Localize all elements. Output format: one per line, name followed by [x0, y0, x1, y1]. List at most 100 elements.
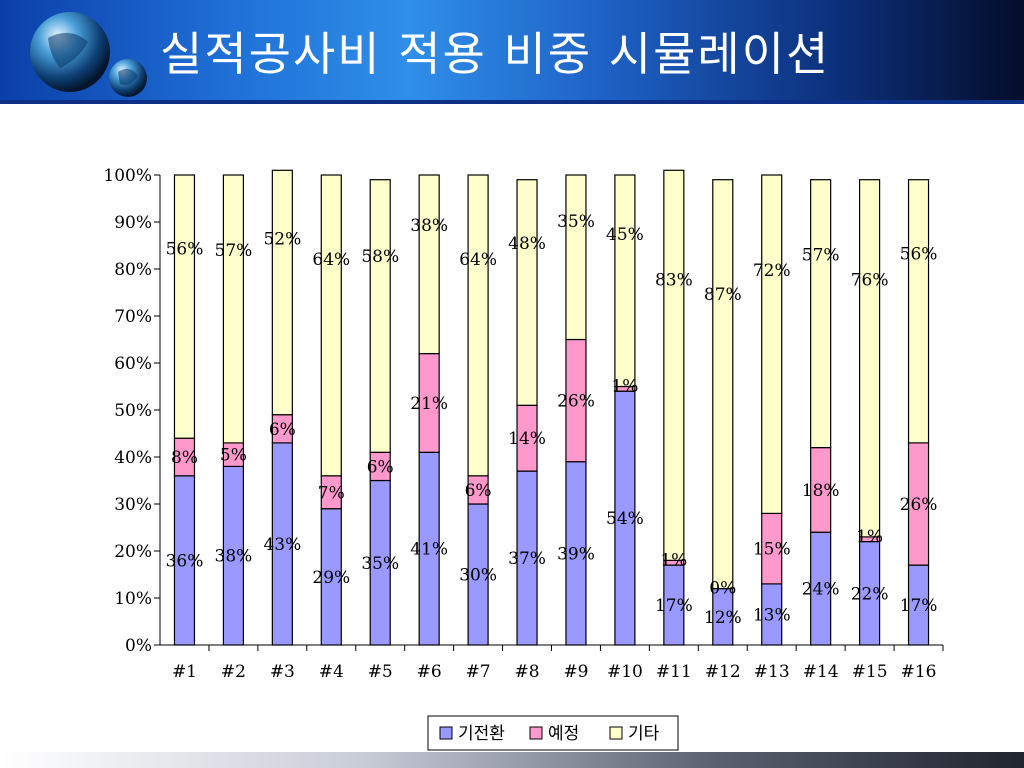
data-label: 29%	[312, 568, 350, 588]
chart-legend: 기전환 예정 기타	[427, 715, 679, 751]
data-label: 57%	[802, 246, 840, 266]
legend-box	[427, 715, 679, 751]
data-label: 1%	[856, 527, 883, 547]
x-tick-label: #9	[563, 662, 588, 682]
bar-segment	[614, 174, 636, 388]
bar-segment	[810, 179, 832, 449]
x-tick-label: #12	[705, 662, 741, 682]
data-label: 45%	[606, 225, 644, 245]
data-label: 14%	[508, 429, 546, 449]
data-label: 36%	[166, 551, 204, 571]
data-label: 26%	[557, 392, 595, 412]
data-label: 13%	[753, 605, 791, 625]
data-label: 8%	[171, 448, 198, 468]
data-label: 6%	[269, 420, 296, 440]
x-tick-label: #16	[901, 662, 937, 682]
data-label: 39%	[557, 544, 595, 564]
x-tick-label: #11	[656, 662, 692, 682]
x-tick-label: #1	[172, 662, 197, 682]
y-tick-label: 90%	[114, 213, 152, 233]
data-label: 56%	[900, 244, 938, 264]
data-label: 57%	[215, 241, 253, 261]
x-tick-label: #5	[368, 662, 393, 682]
x-tick-label: #6	[417, 662, 442, 682]
data-label: 0%	[709, 579, 736, 599]
data-label: 26%	[900, 495, 938, 515]
x-tick-label: #2	[221, 662, 246, 682]
data-label: 76%	[851, 271, 889, 291]
bar-segment	[516, 179, 538, 406]
data-label: 38%	[215, 547, 253, 567]
legend-swatch	[609, 726, 623, 740]
legend-label: 예정	[548, 724, 579, 744]
stacked-bar-chart: 0% 10% 20% 30% 40% 50% 60% 70% 80% 90% 100% #1 #2 #3 #…	[103, 166, 944, 751]
data-label: 18%	[802, 481, 840, 501]
data-label: 7%	[318, 483, 345, 503]
bar-segment	[320, 174, 342, 477]
legend-swatch	[439, 726, 453, 740]
data-label: 64%	[312, 250, 350, 270]
x-tick-label: #3	[270, 662, 295, 682]
bar-segment	[761, 174, 783, 514]
bar-segment	[467, 174, 489, 477]
data-label: 64%	[459, 250, 497, 270]
data-label: 6%	[465, 481, 492, 501]
y-tick-label: 10%	[114, 589, 152, 609]
data-label: 12%	[704, 608, 742, 628]
data-label: 37%	[508, 549, 546, 569]
bar-segment	[222, 174, 245, 444]
data-label: 83%	[655, 271, 693, 291]
data-label: 87%	[704, 285, 742, 305]
data-label: 17%	[900, 596, 938, 616]
legend-label: 기전환	[458, 724, 505, 744]
slide-title: 실적공사비 적용 비중 시뮬레이션	[160, 27, 831, 81]
data-label: 1%	[660, 550, 687, 570]
data-label: 43%	[263, 535, 301, 555]
bar-segment	[712, 179, 734, 590]
data-label: 1%	[611, 377, 638, 397]
bar-segment	[663, 169, 685, 562]
data-label: 35%	[361, 554, 399, 574]
data-label: 48%	[508, 234, 546, 254]
data-label: 41%	[410, 540, 448, 560]
y-tick-label: 50%	[114, 401, 152, 421]
data-label: 5%	[220, 446, 247, 466]
x-tick-label: #15	[852, 662, 888, 682]
bar-segment	[271, 169, 293, 416]
data-label: 56%	[166, 240, 204, 260]
x-tick-label: #10	[607, 662, 643, 682]
y-tick-label: 20%	[114, 542, 152, 562]
globe-logo-icon	[30, 12, 147, 97]
bar-segment	[173, 174, 196, 439]
data-label: 15%	[753, 540, 791, 560]
chart-axes: 0% 10% 20% 30% 40% 50% 60% 70% 80% 90% 100% #1 #2 #3 #…	[103, 166, 944, 682]
y-tick-label: 0%	[125, 636, 152, 656]
bar-segment	[369, 179, 391, 453]
y-tick-label: 40%	[114, 448, 152, 468]
x-tick-label: #7	[466, 662, 491, 682]
data-label: 24%	[802, 580, 840, 600]
x-tick-label: #4	[319, 662, 344, 682]
chart-data-labels: 36% 8% 56% 38% 5% 57% 43% 6% 52% 29% 7% 64% 35% 6% 58%…	[166, 212, 938, 628]
x-tick-label: #14	[803, 662, 839, 682]
data-label: 54%	[606, 509, 644, 529]
y-tick-label: 80%	[114, 260, 152, 280]
x-tick-label: #13	[754, 662, 790, 682]
data-label: 17%	[655, 596, 693, 616]
title-underline	[0, 100, 1024, 104]
title-banner	[0, 0, 1024, 100]
data-label: 35%	[557, 212, 595, 232]
y-tick-label: 100%	[103, 166, 152, 186]
data-label: 30%	[459, 566, 497, 586]
data-label: 58%	[361, 247, 399, 267]
footer-bar	[0, 752, 1024, 768]
y-tick-label: 30%	[114, 495, 152, 515]
bar-segment	[858, 179, 881, 538]
bar-segment	[907, 179, 930, 444]
data-label: 72%	[753, 261, 791, 281]
chart-bars	[173, 169, 930, 646]
data-label: 6%	[367, 457, 394, 477]
legend-label: 기타	[628, 724, 660, 744]
x-tick-label: #8	[515, 662, 540, 682]
data-label: 38%	[410, 216, 448, 236]
